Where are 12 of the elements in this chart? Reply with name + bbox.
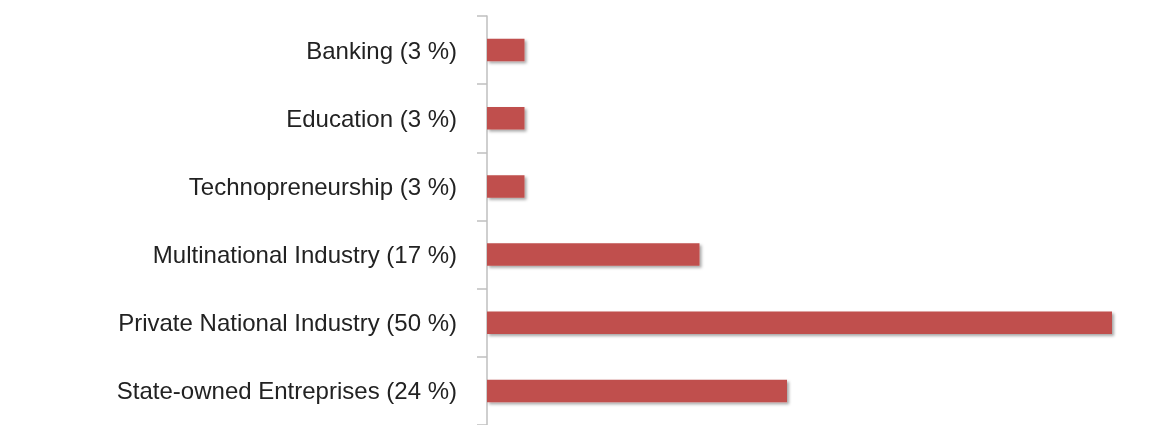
bar [487,243,700,266]
y-tick-label: State-owned Entreprises (24 %) [116,377,457,405]
y-tick-label: Education (3 %) [286,104,457,132]
bar [487,175,525,198]
y-tick-label: Private National Industry (50 %) [118,309,457,337]
y-tick-label: Multinational Industry (17 %) [152,241,457,269]
bar [487,38,525,62]
y-tick-label: Banking (3 %) [306,36,457,64]
bar [487,107,525,130]
bar [487,311,1112,334]
y-tick-label: Technopreneurship (3 %) [188,172,457,200]
bar [487,379,787,403]
